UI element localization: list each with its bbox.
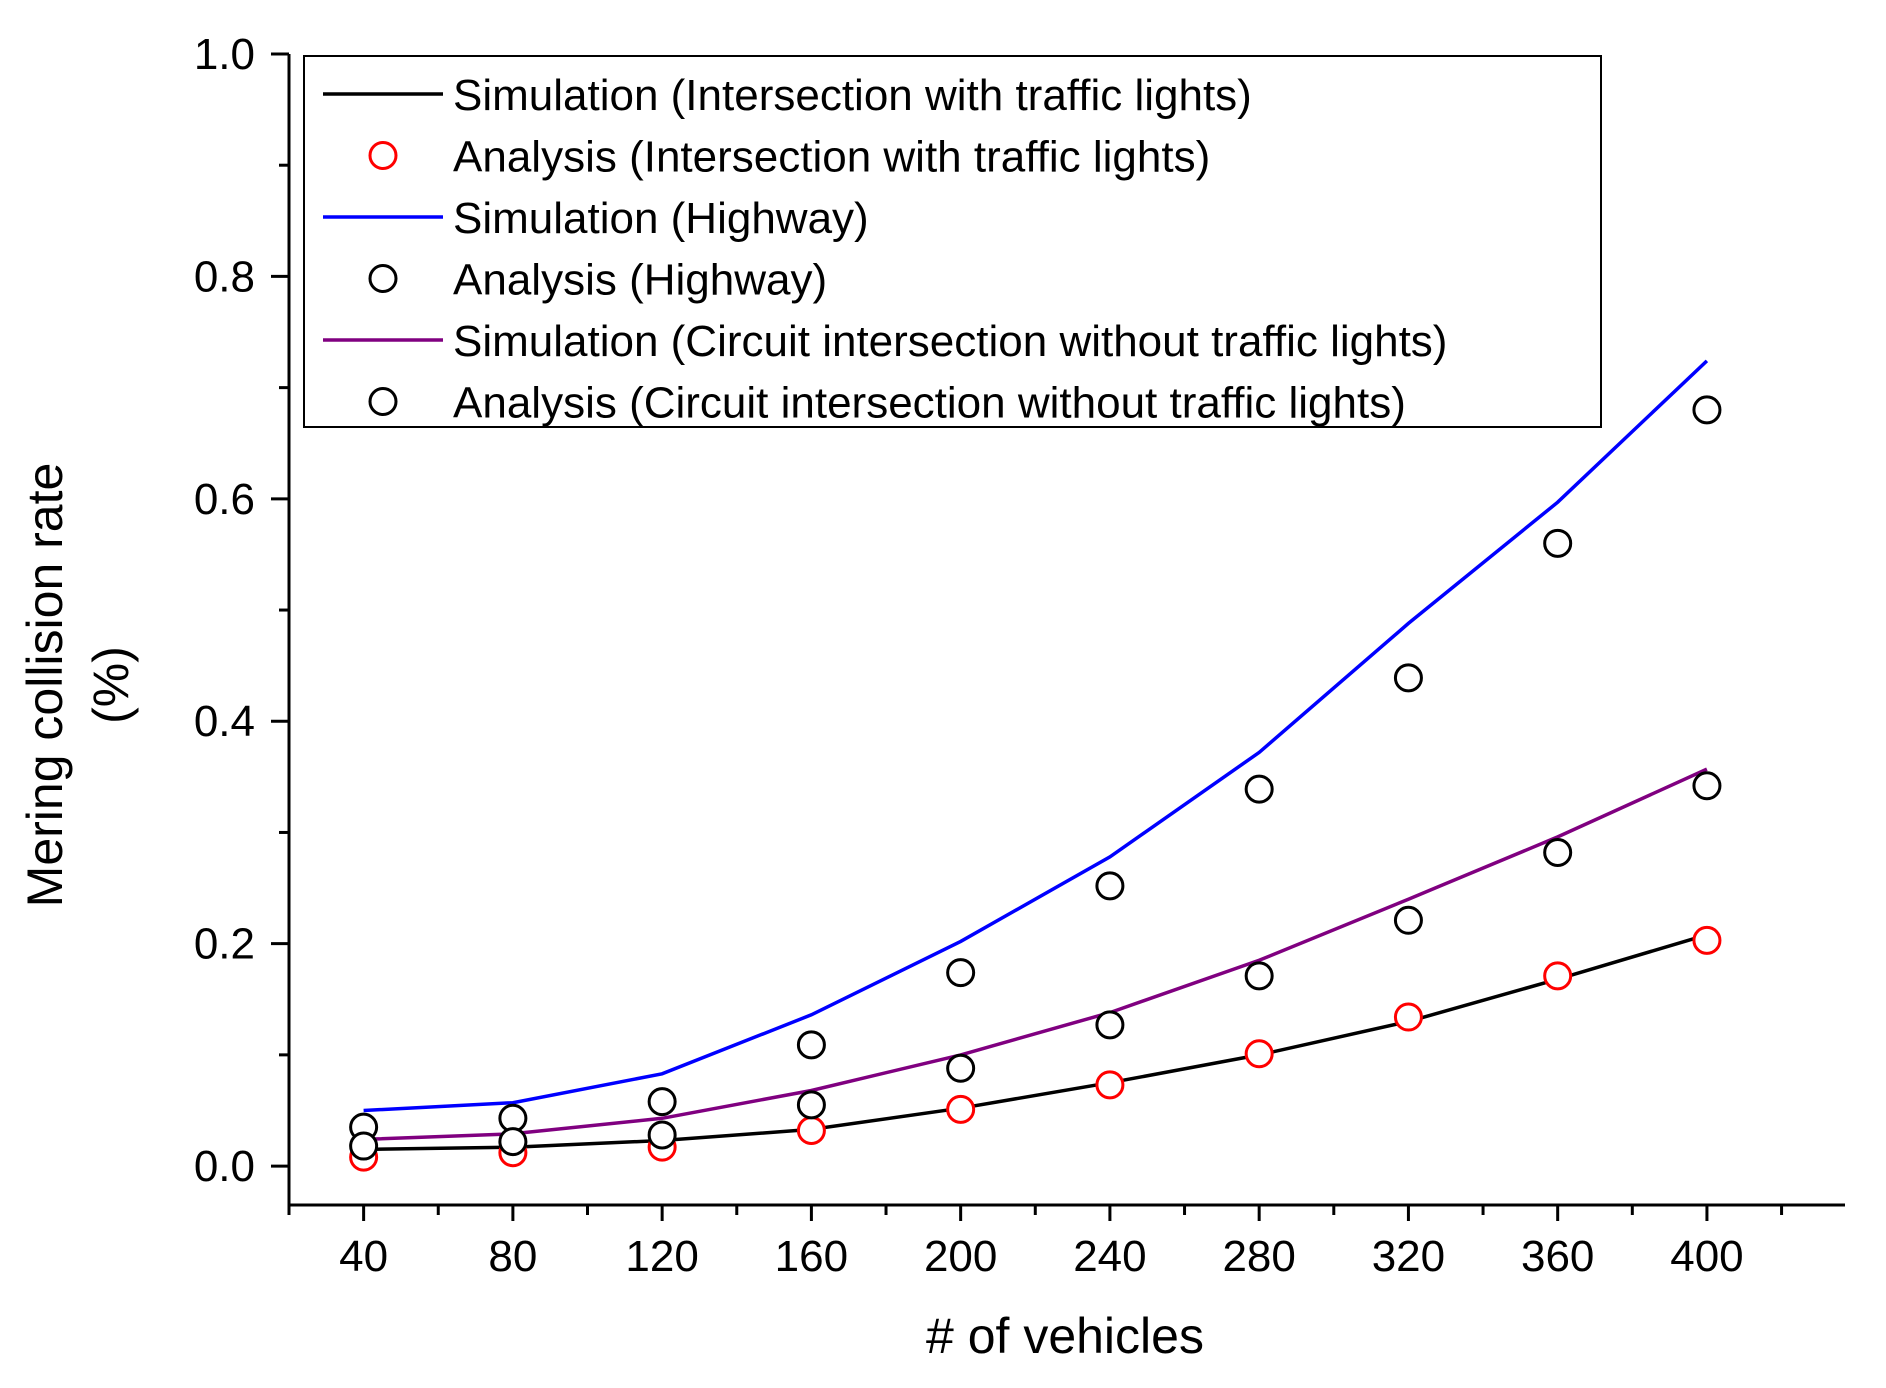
legend-box	[303, 55, 1602, 428]
data-point	[647, 1120, 677, 1150]
y-tick-label: 0.0	[194, 1142, 255, 1191]
x-tick-label: 320	[1372, 1232, 1445, 1281]
data-point	[1393, 663, 1423, 693]
x-tick-label: 120	[625, 1232, 698, 1281]
data-point	[796, 1115, 826, 1145]
data-point	[1543, 837, 1573, 867]
data-point	[1095, 871, 1125, 901]
data-point	[1692, 925, 1722, 955]
y-tick-label: 1.0	[194, 30, 255, 79]
x-tick-label: 200	[924, 1232, 997, 1281]
data-point	[349, 1131, 379, 1161]
data-point	[946, 1094, 976, 1124]
series-line-2	[363, 359, 1709, 1113]
data-point	[946, 1053, 976, 1083]
data-point	[1692, 771, 1722, 801]
series-line-0	[363, 933, 1708, 1152]
x-tick-label: 80	[488, 1232, 537, 1281]
data-point	[1244, 961, 1274, 991]
plot-area	[349, 359, 1722, 1172]
x-tick-label: 40	[339, 1232, 388, 1281]
y-tick-label: 0.8	[194, 252, 255, 301]
data-point	[1393, 1002, 1423, 1032]
y-axis-label: Mering collision rate	[17, 463, 73, 908]
legend-label: Simulation (Highway)	[453, 194, 869, 243]
legend-marker-swatch	[368, 264, 398, 293]
x-tick-label: 400	[1670, 1232, 1743, 1281]
legend-label: Simulation (Intersection with traffic li…	[453, 71, 1252, 120]
legend-label: Simulation (Circuit intersection without…	[453, 317, 1447, 366]
data-point	[796, 1090, 826, 1120]
data-point	[1543, 528, 1573, 558]
y-tick-label: 0.6	[194, 475, 255, 524]
legend-label: Analysis (Circuit intersection without t…	[453, 379, 1406, 428]
x-tick-label: 280	[1222, 1232, 1295, 1281]
y-tick-label: 0.4	[194, 697, 255, 746]
data-point	[1095, 1010, 1125, 1040]
axes: 0.0 0.2 0.4 0.6 0.8 1.0 40 80 120 160 200 240 280 320…	[194, 30, 1845, 1281]
legend-label: Analysis (Intersection with traffic ligh…	[453, 133, 1210, 182]
data-point	[796, 1030, 826, 1060]
data-point	[1095, 1070, 1125, 1100]
series-line-4	[363, 767, 1708, 1142]
legend-label: Analysis (Highway)	[453, 256, 827, 305]
data-point	[1543, 961, 1573, 991]
legend-marker-swatch	[368, 387, 398, 416]
y-tick-label: 0.2	[194, 920, 255, 969]
data-point	[647, 1087, 677, 1117]
data-point	[1244, 1039, 1274, 1069]
data-point	[1244, 774, 1274, 804]
data-point	[498, 1127, 528, 1157]
legend-marker-swatch	[368, 141, 398, 170]
x-tick-label: 240	[1073, 1232, 1146, 1281]
data-point	[1692, 395, 1722, 425]
x-tick-label: 160	[775, 1232, 848, 1281]
x-axis-label: # of vehicles	[926, 1308, 1204, 1364]
legend: Simulation (Intersection with traffic li…	[303, 55, 1602, 428]
data-point	[946, 958, 976, 988]
y-axis-label-unit: (%)	[83, 646, 139, 724]
x-tick-label: 360	[1521, 1232, 1594, 1281]
data-point	[1393, 905, 1423, 935]
